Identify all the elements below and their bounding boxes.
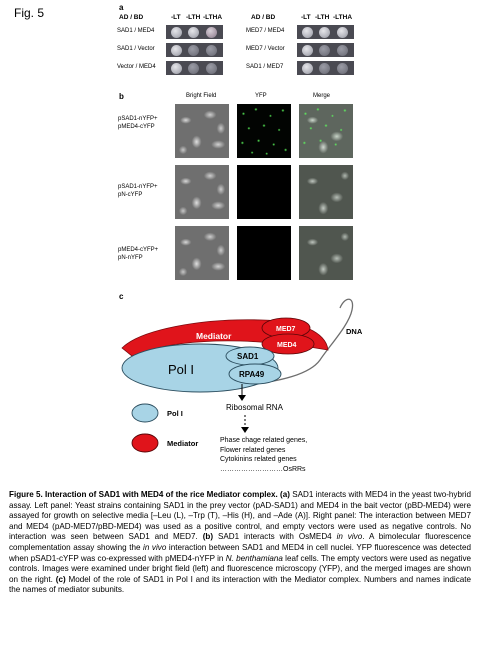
caption-italic: in vivo [143, 542, 167, 552]
yeast-colony [319, 62, 330, 74]
caption-panel-ref: (c) [55, 574, 66, 584]
yeast-colony [171, 26, 182, 38]
bifc-construct-line: pSAD1-nYFP+ [118, 184, 158, 190]
bifc-row-label: pSAD1-nYFP+ pN-cYFP [118, 184, 158, 199]
yfp-image [237, 226, 291, 280]
panel-a-letter: a [119, 3, 124, 12]
bright-field-header: Bright Field [186, 93, 217, 99]
gene-list-item: Phase chage related genes, [220, 437, 308, 444]
bright-field-image [175, 104, 229, 158]
caption-title: Figure 5. Interaction of SAD1 with MED4 … [9, 490, 290, 499]
yeast-colony [206, 62, 217, 74]
merge-image [299, 104, 353, 158]
caption-text: leaf cells. The empty vectors were used … [9, 553, 471, 584]
caption-text: SAD1 interacts with MED4 in the yeast tw… [9, 490, 471, 542]
panel-c-letter: c [119, 292, 124, 301]
yeast-plate-row [297, 61, 354, 75]
bifc-construct-line: pN-cYFP [118, 191, 143, 198]
arrowhead [238, 395, 246, 401]
merge-image [299, 165, 353, 219]
mediator-model-diagram: Mediator MED7 MED4 DNA Pol I SAD1 RPA49 … [121, 298, 363, 453]
panel-a-left-col-lt: -LT [171, 14, 181, 21]
bifc-construct-line: pN-nYFP [118, 254, 143, 261]
panel-a-right-col-lt: -LT [301, 14, 311, 21]
yfp-header: YFP [255, 93, 267, 99]
figure-caption: Figure 5. Interaction of SAD1 with MED4 … [9, 490, 471, 596]
panel-a-left-col-lth: -LTH [186, 14, 201, 21]
dna-label: DNA [346, 327, 363, 336]
panel-b-letter: b [119, 92, 124, 101]
med4-subunit [261, 333, 315, 355]
bifc-construct-line: pMED4-cYFP+ [118, 247, 159, 253]
yeast-colony [302, 62, 313, 74]
yeast-colony [337, 26, 348, 38]
yeast-plate-row [166, 43, 223, 57]
bifc-row-label: pMED4-cYFP+ pN-nYFP [118, 247, 158, 262]
bright-field-image [175, 165, 229, 219]
yeast-colony [206, 26, 217, 38]
sad1-label: SAD1 [237, 352, 259, 361]
panel-a-left-row-label: Vector / MED4 [117, 64, 156, 70]
yfp-image [237, 165, 291, 219]
yeast-colony [337, 62, 348, 74]
figure-label: Fig. 5 [14, 6, 45, 20]
yeast-colony [188, 44, 199, 56]
gene-list-item: Flower related genes [220, 446, 286, 454]
panel-a-right-header: AD / BD [251, 14, 276, 21]
panel-a-left-col-ltha: -LTHA [203, 14, 223, 21]
yeast-colony [171, 62, 182, 74]
rpa49-label: RPA49 [239, 370, 265, 379]
panel-a-right-row-label: MED7 / MED4 [246, 28, 285, 34]
yeast-colony [171, 44, 182, 56]
pol-i-label: Pol I [168, 362, 194, 377]
panel-a-right-col-lth: -LTH [315, 14, 330, 21]
panel-a-left-row-label: SAD1 / MED4 [117, 28, 155, 34]
yeast-colony [188, 62, 199, 74]
yeast-plate-row [297, 43, 354, 57]
gene-list-item: Cytokinins related genes [220, 456, 297, 463]
arrowhead [241, 427, 249, 433]
yeast-plate-row [297, 25, 354, 39]
bifc-construct-line: pSAD1-nYFP+ [118, 116, 158, 122]
caption-text: SAD1 interacts with OsMED4 [213, 532, 337, 542]
panel-a-left-header: AD / BD [119, 14, 144, 21]
yeast-plate-row [166, 25, 223, 39]
caption-text: Model of the role of SAD1 in Pol I and i… [9, 574, 471, 595]
yeast-colony [206, 44, 217, 56]
yeast-colony [337, 44, 348, 56]
caption-text: . A bimolecular fluorescence complementa… [9, 532, 472, 552]
caption-text: interaction between SAD1 and MED4 in cel… [9, 542, 471, 563]
target-gene-list: Phase chage related genes, Flower relate… [220, 436, 307, 474]
med4-label: MED4 [277, 342, 297, 349]
panel-a-right-row-label: SAD1 / MED7 [246, 64, 284, 70]
med7-label: MED7 [276, 326, 296, 333]
legend-pol-i-label: Pol I [167, 409, 183, 418]
legend-mediator-label: Mediator [167, 439, 199, 448]
rpa49-subunit [228, 363, 282, 385]
yeast-colony [319, 44, 330, 56]
yeast-plate-row [166, 61, 223, 75]
caption-italic: in vivo [336, 532, 363, 542]
gene-list-item: ………………………OsRRs [220, 465, 306, 473]
yeast-colony [302, 44, 313, 56]
panel-a-right-row-label: MED7 / Vector [246, 46, 285, 52]
yeast-colony [188, 26, 199, 38]
bifc-construct-line: pMED4-cYFP [118, 123, 155, 130]
merge-header: Merge [313, 93, 331, 99]
legend-pol-i-swatch [131, 403, 159, 423]
caption-italic: N. benthamiana [225, 553, 283, 563]
bifc-row-label: pSAD1-nYFP+ pMED4-cYFP [118, 116, 158, 131]
caption-panel-ref: (b) [202, 532, 214, 542]
ribosomal-rna-label: Ribosomal RNA [226, 403, 284, 412]
bright-field-image [175, 226, 229, 280]
yeast-colony [319, 26, 330, 38]
legend-mediator-swatch [131, 433, 159, 453]
merge-image [299, 226, 353, 280]
yfp-image [237, 104, 291, 158]
yeast-colony [302, 26, 313, 38]
panel-a-left-row-label: SAD1 / Vector [117, 46, 155, 52]
mediator-label: Mediator [196, 331, 232, 341]
panel-a-right-col-ltha: -LTHA [333, 14, 353, 21]
